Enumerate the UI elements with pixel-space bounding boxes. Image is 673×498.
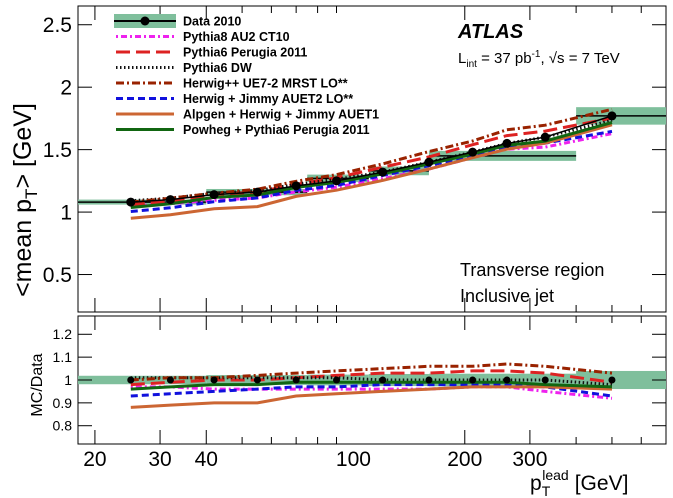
main-y-tick-label: 2.5 [43, 14, 72, 37]
data-line [130, 115, 613, 203]
x-tick-label: 30 [148, 448, 171, 471]
data-ratio-point [425, 376, 433, 384]
ratio-y-tick-label: 1 [64, 372, 72, 388]
x-tick-label: 20 [83, 448, 106, 471]
series-line [130, 107, 613, 204]
data-ratio-point [127, 376, 135, 384]
main-y-tick-label: 1 [60, 201, 72, 224]
ratio-x-ticks [94, 316, 667, 444]
data-ratio-point [253, 376, 261, 384]
main-y-axis-label: <mean pT> [GeV] [9, 103, 41, 297]
data-ratio-point [469, 376, 477, 384]
legend-entry-label: Alpgen + Herwig + Jimmy AUET1 [183, 108, 379, 122]
x-tick-label: 40 [195, 448, 218, 471]
legend-entry-label: Herwig++ UE7-2 MRST LO** [183, 77, 348, 91]
series-ratio-line [130, 385, 613, 409]
series-line [130, 123, 613, 220]
ratio-panel: 0.8 0.9 1 1.1 1.2 [53, 315, 667, 445]
data-ratio-point [292, 376, 300, 384]
data-ratio-point [608, 376, 616, 384]
series-line [130, 129, 613, 213]
series-ratio-line [130, 385, 613, 400]
data-ratio-point [503, 376, 511, 384]
x-axis-label: pTlead [GeV] [530, 467, 628, 498]
main-panel-frame [77, 5, 667, 313]
x-tick-label: 100 [336, 448, 371, 471]
ratio-y-tick-label: 1.2 [53, 326, 73, 342]
luminosity-label: Lint = 37 pb-1, √s = 7 TeV [458, 49, 620, 70]
series-ratio-line [130, 380, 613, 391]
legend-entry-label: Pythia8 AU2 CT10 [183, 30, 290, 44]
data-points-ratio [127, 376, 616, 384]
legend-entry-label: Pythia6 Perugia 2011 [183, 46, 307, 60]
data-ratio-point [379, 376, 387, 384]
data-syst-band-main [78, 107, 666, 205]
series-line [130, 116, 613, 207]
series-ratio-line [130, 362, 613, 382]
data-ratio-point [166, 376, 174, 384]
ratio-y-tick-label: 0.8 [53, 418, 73, 434]
ratio-y-ticks: 0.8 0.9 1 1.1 1.2 [53, 326, 666, 434]
data-points-main [126, 111, 617, 207]
series-ratio-line [130, 369, 613, 387]
ratio-y-axis-label: MC/Data [29, 353, 46, 416]
legend-entry-label: Data 2010 [183, 15, 241, 29]
main-x-ticks [94, 6, 667, 312]
legend-marker [140, 16, 150, 26]
x-tick-label: 200 [447, 448, 482, 471]
ratio-y-tick-label: 1.1 [53, 349, 73, 365]
main-y-tick-label: 1.5 [43, 139, 72, 162]
data-point [126, 197, 136, 207]
mc-series-ratio [130, 362, 613, 409]
main-y-ticks: 0.5 1 1.5 2 2.5 [43, 14, 666, 287]
legend-entry-label: Herwig + Jimmy AUET2 LO** [183, 92, 353, 106]
main-panel: 0.5 1 1.5 2 2.5 [43, 5, 667, 313]
legend-entry-label: Pythia6 DW [183, 61, 252, 75]
atlas-label: ATLAS [457, 21, 524, 43]
region-label: Transverse region [460, 260, 604, 280]
x-tick-labels: 20 30 40 100 200 300 [83, 448, 547, 471]
main-y-tick-label: 0.5 [43, 264, 72, 287]
data-ratio-point [333, 376, 341, 384]
data-ratio-point [541, 376, 549, 384]
main-y-tick-label: 2 [60, 77, 72, 100]
legend-entry-label: Powheg + Pythia6 Perugia 2011 [183, 123, 370, 137]
ratio-y-tick-label: 0.9 [53, 395, 73, 411]
mc-series-main [130, 107, 613, 220]
data-ratio-point [210, 376, 218, 384]
selection-label: Inclusive jet [460, 286, 554, 306]
series-line [130, 121, 613, 209]
x-tick-label: 300 [512, 448, 547, 471]
